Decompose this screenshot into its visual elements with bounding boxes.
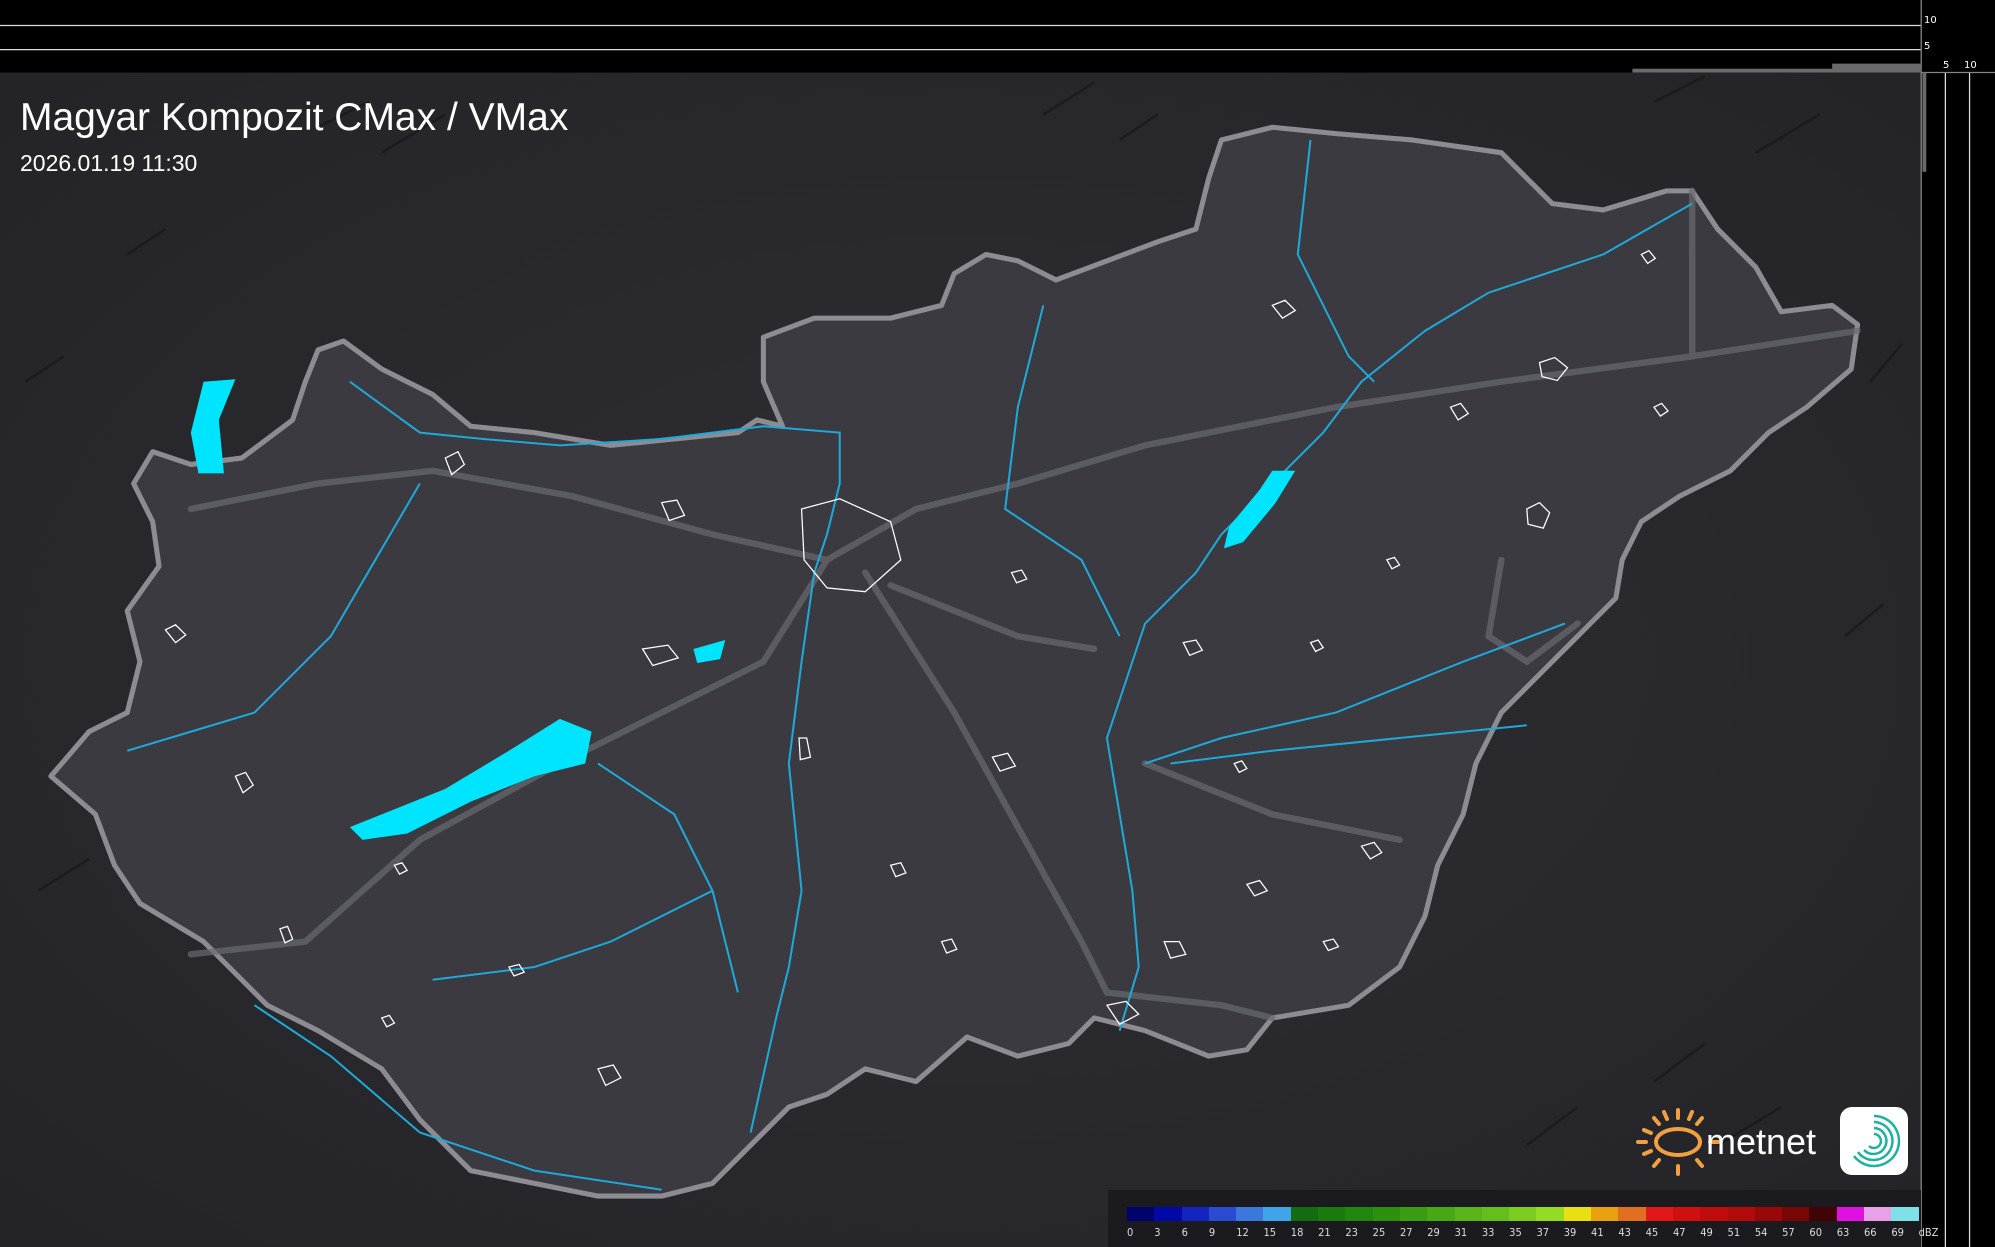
- legend-label: 66: [1864, 1226, 1877, 1239]
- legend-label: 57: [1782, 1226, 1795, 1239]
- legend-swatch: [1263, 1207, 1291, 1221]
- legend-label: 37: [1536, 1226, 1550, 1239]
- legend-label: 69: [1891, 1226, 1904, 1239]
- legend-swatch: [1481, 1207, 1510, 1221]
- legend-swatch: [1618, 1207, 1646, 1221]
- legend-swatch: [1454, 1207, 1482, 1221]
- legend-label: 60: [1809, 1226, 1823, 1239]
- river-koros: [1144, 622, 1566, 765]
- legend-label: 18: [1290, 1226, 1304, 1239]
- river-danube: [349, 380, 841, 1133]
- legend-swatch: [1563, 1207, 1592, 1221]
- right-axis-tick-5: 5: [1943, 60, 1950, 71]
- legend-swatch: [1509, 1207, 1537, 1221]
- river-drava: [253, 1004, 662, 1191]
- river-zagyva: [1004, 305, 1121, 637]
- legend-swatch: [1127, 1207, 1155, 1221]
- legend-label: 0: [1127, 1226, 1134, 1239]
- legend-labels: 0 3 6 9 12 15 18 21 23 25 27 29 31 33 35 37 39 41 43 45 47 49…: [1127, 1226, 1946, 1239]
- legend-swatch: [1891, 1207, 1919, 1221]
- legend-swatch: [1672, 1207, 1701, 1221]
- legend-swatch: [1754, 1207, 1783, 1221]
- legend-swatch: [1809, 1207, 1837, 1221]
- legend-swatch: [1782, 1207, 1810, 1221]
- legend-label: 35: [1509, 1226, 1522, 1239]
- top-profile-panel: [0, 0, 1922, 73]
- legend-label: 41: [1591, 1226, 1604, 1239]
- legend-label: 33: [1481, 1226, 1495, 1239]
- legend-swatch: [1427, 1207, 1455, 1221]
- legend-label: 27: [1399, 1226, 1413, 1239]
- legend-swatch: [1399, 1207, 1428, 1221]
- legend-swatch: [1345, 1207, 1373, 1221]
- legend-label: 3: [1154, 1226, 1161, 1239]
- river-kapos: [432, 889, 713, 981]
- legend-label: 51: [1727, 1226, 1741, 1239]
- lake-ferto: [190, 379, 236, 474]
- legend-label: 31: [1454, 1226, 1468, 1239]
- legend-color-bar: [1127, 1207, 1919, 1221]
- legend-label: 9: [1208, 1226, 1216, 1239]
- legend-swatch: [1318, 1207, 1346, 1221]
- legend-label: 23: [1345, 1226, 1358, 1239]
- legend-swatch: [1208, 1207, 1237, 1221]
- city-budapest: [800, 498, 902, 593]
- right-profile-panel: [1921, 0, 1995, 1247]
- legend-label: 43: [1618, 1226, 1631, 1239]
- lakes: [190, 379, 1296, 840]
- legend-swatch: [1154, 1207, 1182, 1221]
- legend-label: 12: [1236, 1226, 1249, 1239]
- legend-label: 45: [1645, 1226, 1659, 1239]
- legend-swatch: [1372, 1207, 1400, 1221]
- legend-swatch: [1727, 1207, 1755, 1221]
- city-outlines: [164, 249, 1669, 1087]
- legend-swatch: [1645, 1207, 1673, 1221]
- top-axis-tick-10: 10: [1924, 15, 1937, 26]
- river-sio: [597, 762, 739, 993]
- legend-swatch: [1836, 1207, 1865, 1221]
- river-sajo: [1296, 139, 1375, 383]
- legend-swatch: [1591, 1207, 1619, 1221]
- legend-label: 6: [1181, 1226, 1188, 1239]
- legend-swatch: [1236, 1207, 1264, 1221]
- legend-swatch: [1290, 1207, 1319, 1221]
- top-axis-tick-5: 5: [1924, 41, 1931, 52]
- legend-label: 25: [1372, 1226, 1386, 1239]
- legend-label: 21: [1318, 1226, 1331, 1239]
- legend-swatch: [1864, 1207, 1892, 1221]
- metnet-wordmark: metnet: [1706, 1121, 1816, 1162]
- river-tisza: [1105, 202, 1693, 1031]
- legend-swatch: [1536, 1207, 1564, 1221]
- right-axis-tick-10: 10: [1964, 60, 1977, 71]
- legend-label: 49: [1700, 1226, 1713, 1239]
- legend-label: 54: [1754, 1226, 1768, 1239]
- sun-icon: [1636, 1108, 1720, 1176]
- legend-swatch: [1700, 1207, 1728, 1221]
- legend-swatch: [1181, 1207, 1209, 1221]
- metnet-logo: metnet: [1636, 1104, 1916, 1183]
- map-title: Magyar Kompozit CMax / VMax: [20, 96, 569, 139]
- legend-label: 47: [1672, 1226, 1686, 1239]
- legend-label: 15: [1263, 1226, 1277, 1239]
- lake-velence: [693, 640, 726, 663]
- terrain-shading: [24, 75, 1904, 1147]
- app-icon: [1840, 1107, 1908, 1175]
- river-maros: [1170, 724, 1527, 765]
- rivers: [126, 139, 1693, 1191]
- legend-label: 39: [1563, 1226, 1577, 1239]
- lake-balaton: [349, 718, 592, 840]
- river-raba: [126, 483, 421, 752]
- profile-echo-bars: [1632, 63, 1927, 172]
- legend-label: 29: [1427, 1226, 1440, 1239]
- legend-unit: dBZ: [1918, 1226, 1939, 1239]
- legend-label: 63: [1836, 1226, 1850, 1239]
- map-timestamp: 2026.01.19 11:30: [20, 150, 198, 176]
- reflectivity-legend: 0 3 6 9 12 15 18 21 23 25 27 29 31 33 35 37 39 41 43 45 47 49…: [1108, 1190, 1938, 1247]
- lake-tisza: [1223, 470, 1296, 549]
